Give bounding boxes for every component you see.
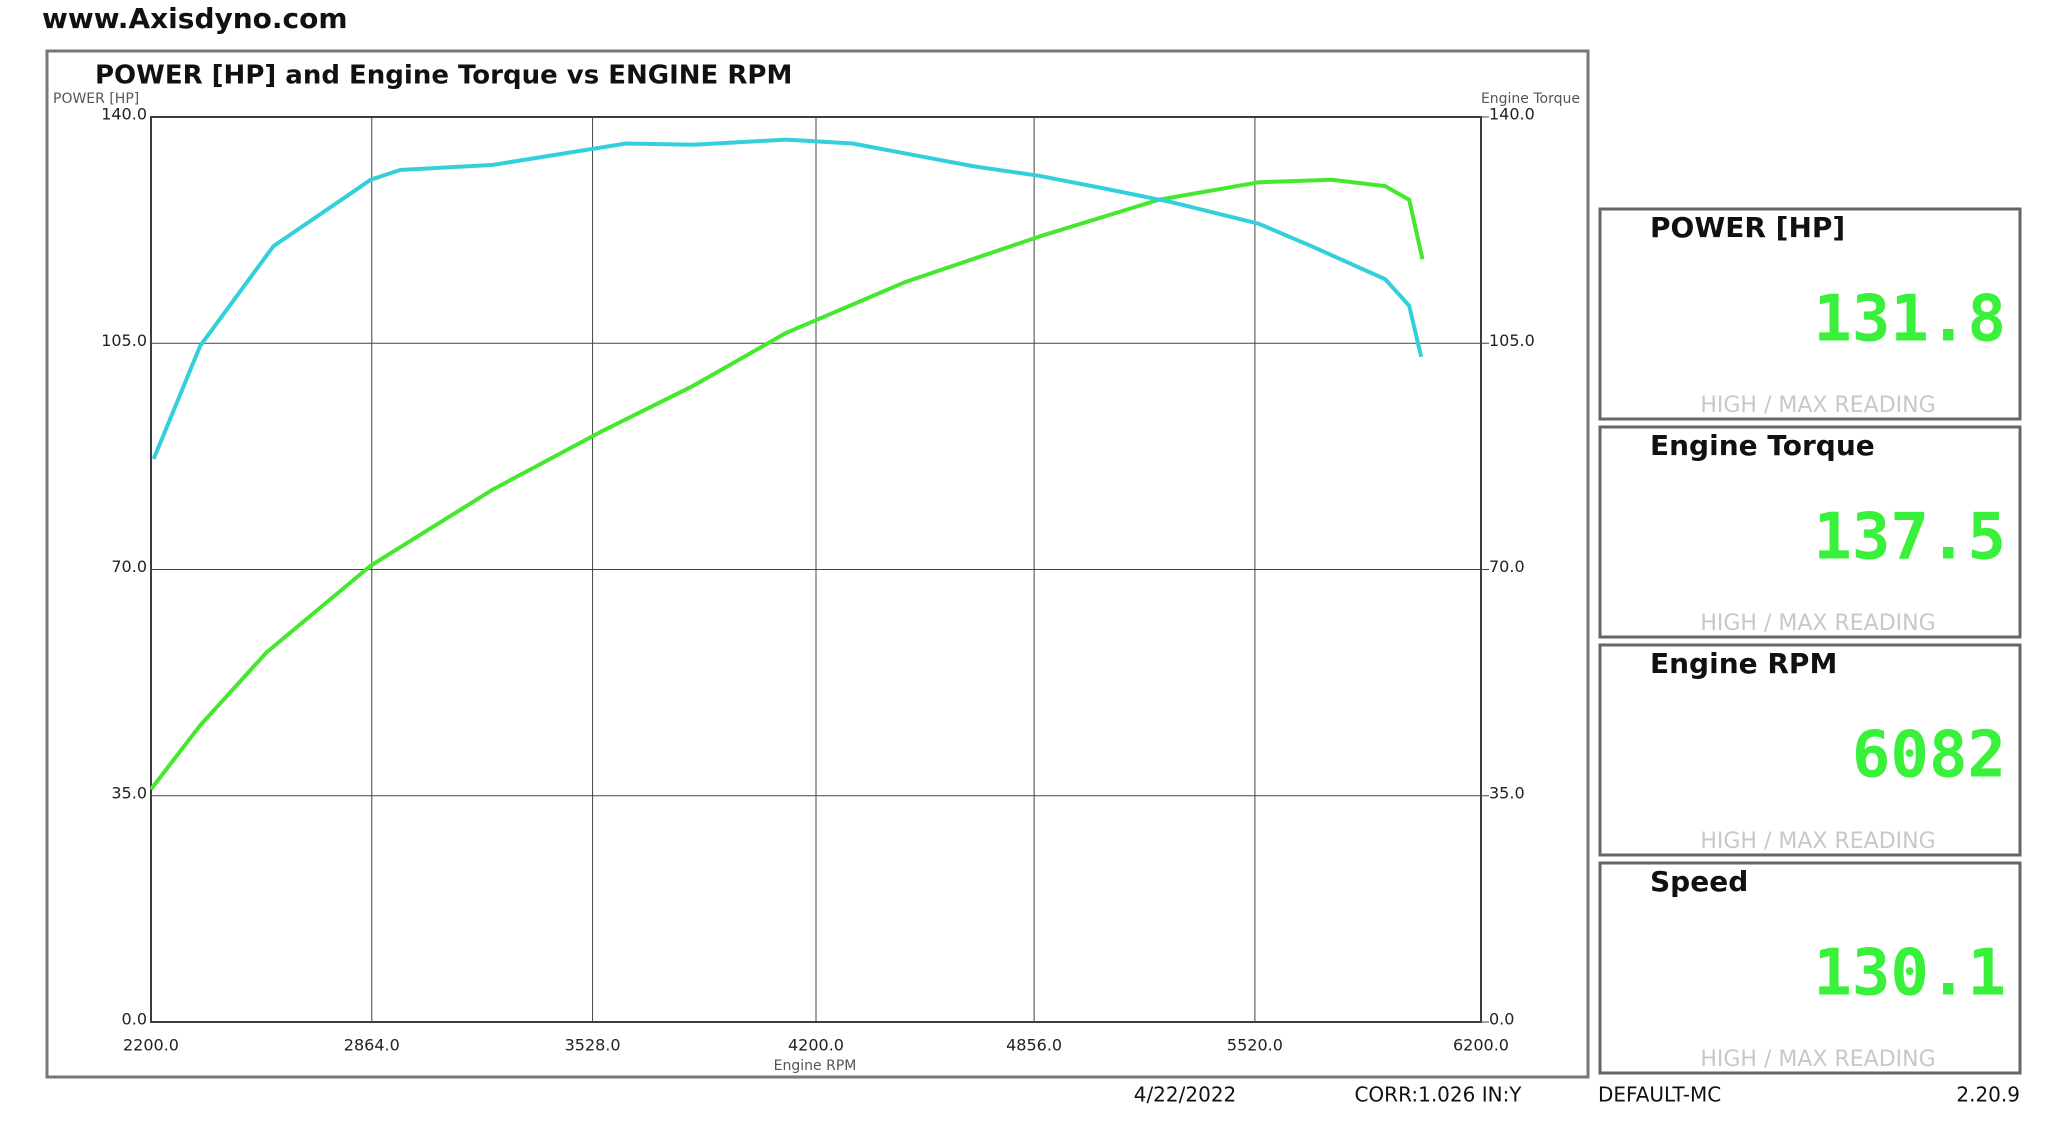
y-tick-label: 105.0 bbox=[101, 331, 147, 350]
readout-value: 6082 bbox=[1852, 719, 2006, 793]
readout-panel bbox=[1598, 425, 2022, 639]
corr: CORR:1.026 IN:Y bbox=[1354, 1083, 1522, 1107]
readout-panel bbox=[1598, 861, 2022, 1075]
x-tick-label: 3528.0 bbox=[565, 1036, 621, 1055]
series-line bbox=[149, 177, 1425, 791]
y2-axis-title: Engine Torque bbox=[1481, 91, 1580, 107]
readout-value: 130.1 bbox=[1813, 937, 2006, 1011]
readout-caption: HIGH / MAX READING bbox=[1700, 829, 1935, 854]
chart-frame bbox=[45, 49, 1590, 1079]
x-tick-label: 5520.0 bbox=[1227, 1036, 1283, 1055]
x-tick-label: 2864.0 bbox=[344, 1036, 400, 1055]
x-tick-label: 6200.0 bbox=[1453, 1036, 1509, 1055]
profile: DEFAULT-MC bbox=[1598, 1083, 1721, 1107]
readout-title: Speed bbox=[1650, 865, 1748, 898]
y-tick-label: 35.0 bbox=[111, 783, 147, 802]
readout-title: Engine RPM bbox=[1650, 647, 1837, 680]
x-tick-label: 2200.0 bbox=[123, 1036, 179, 1055]
x-tick-label: 4200.0 bbox=[788, 1036, 844, 1055]
y2-tick-label: 70.0 bbox=[1489, 557, 1525, 576]
readout-title: POWER [HP] bbox=[1650, 211, 1845, 244]
y2-tick-label: 140.0 bbox=[1489, 105, 1535, 124]
series-line bbox=[151, 137, 1424, 460]
site: www.Axisdyno.com bbox=[42, 2, 348, 35]
readout-value: 131.8 bbox=[1813, 283, 2006, 357]
readout-value: 137.5 bbox=[1813, 501, 2006, 575]
version: 2.20.9 bbox=[1956, 1083, 2020, 1107]
chart-title: POWER [HP] and Engine Torque vs ENGINE R… bbox=[95, 61, 792, 91]
x-tick-label: 4856.0 bbox=[1006, 1036, 1062, 1055]
date: 4/22/2022 bbox=[1134, 1083, 1237, 1107]
y2-tick-label: 105.0 bbox=[1489, 331, 1535, 350]
y-tick-label: 140.0 bbox=[101, 105, 147, 124]
readout-caption: HIGH / MAX READING bbox=[1700, 393, 1935, 418]
readout-panel bbox=[1598, 643, 2022, 857]
readout-caption: HIGH / MAX READING bbox=[1700, 1047, 1935, 1072]
y-axis-title: POWER [HP] bbox=[53, 91, 139, 107]
x-axis-title: Engine RPM bbox=[774, 1058, 857, 1074]
y2-tick-label: 35.0 bbox=[1489, 783, 1525, 802]
readout-panel bbox=[1598, 207, 2022, 421]
readout-caption: HIGH / MAX READING bbox=[1700, 611, 1935, 636]
y-tick-label: 0.0 bbox=[122, 1010, 147, 1029]
y2-tick-label: 0.0 bbox=[1489, 1010, 1514, 1029]
y-tick-label: 70.0 bbox=[111, 557, 147, 576]
readout-title: Engine Torque bbox=[1650, 429, 1875, 462]
